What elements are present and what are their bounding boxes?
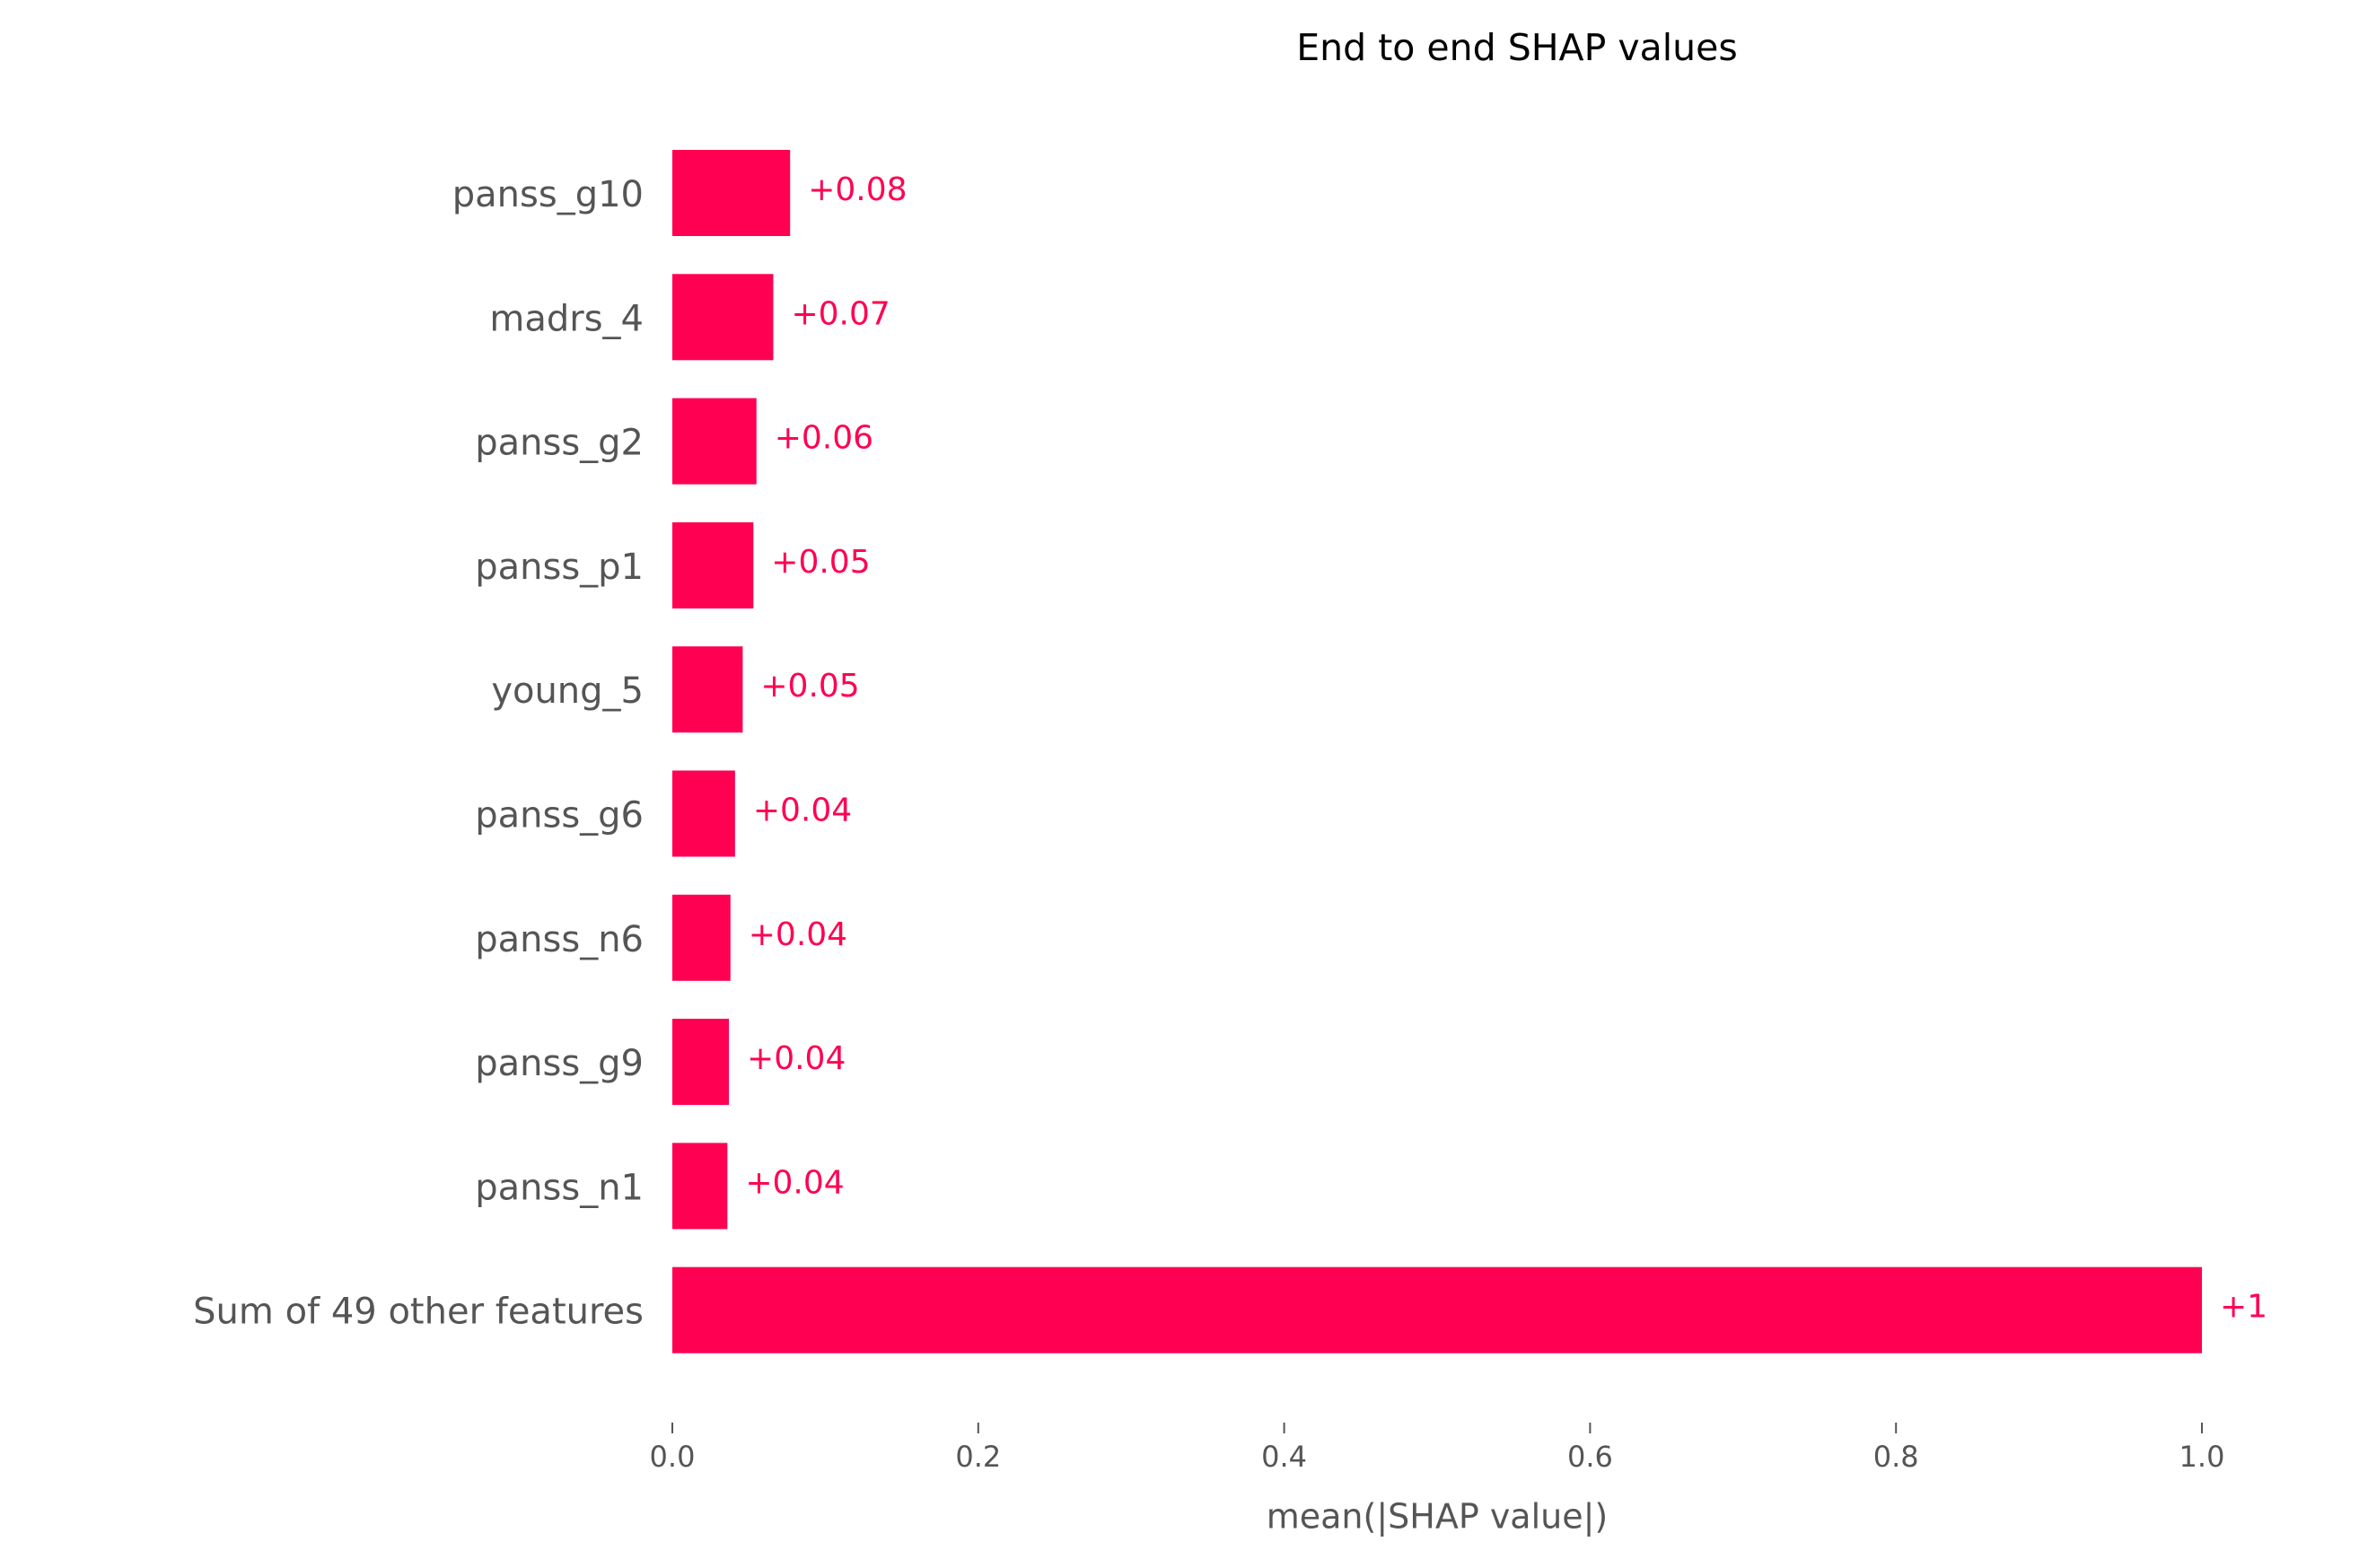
bar (672, 894, 731, 981)
y-tick-label: panss_g2 (475, 423, 644, 464)
y-tick-label: panss_g6 (475, 795, 644, 837)
y-tick-label: panss_n6 (475, 919, 644, 960)
y-tick-label: Sum of 49 other features (193, 1292, 644, 1333)
value-label: +0.06 (775, 420, 873, 457)
x-tick-label: 0.6 (1567, 1440, 1613, 1474)
value-label: +0.04 (749, 916, 847, 953)
y-tick-label: panss_g10 (452, 174, 644, 215)
x-tick-label: 1.0 (2179, 1440, 2225, 1474)
bar (672, 398, 757, 485)
bar (672, 1143, 728, 1230)
bar (672, 274, 774, 361)
value-label: +0.04 (747, 1040, 846, 1077)
bar (672, 521, 754, 609)
x-tick-label: 0.2 (955, 1440, 1001, 1474)
x-tick-label: 0.0 (650, 1440, 696, 1474)
x-tick-label: 0.8 (1873, 1440, 1919, 1474)
y-tick-label: panss_n1 (475, 1167, 644, 1208)
value-label: +0.05 (760, 668, 859, 705)
bar (672, 1266, 2202, 1353)
bar (672, 150, 791, 236)
value-label: +0.04 (753, 793, 852, 829)
y-tick-label: panss_g9 (475, 1043, 644, 1084)
y-tick-label: madrs_4 (489, 298, 644, 339)
value-label: +0.08 (808, 171, 907, 208)
value-label: +0.07 (791, 295, 890, 332)
value-label: +0.04 (745, 1164, 844, 1201)
y-tick-label: young_5 (491, 670, 644, 712)
y-tick-label: panss_p1 (475, 547, 644, 588)
bar (672, 646, 743, 733)
x-axis-title: mean(|SHAP value|) (1267, 1497, 1609, 1537)
value-label: +0.05 (771, 544, 870, 581)
bar (672, 770, 735, 857)
chart-title: End to end SHAP values (1296, 26, 1737, 69)
value-label: +1 (2220, 1289, 2267, 1326)
x-tick-label: 0.4 (1261, 1440, 1307, 1474)
bar (672, 1019, 730, 1106)
